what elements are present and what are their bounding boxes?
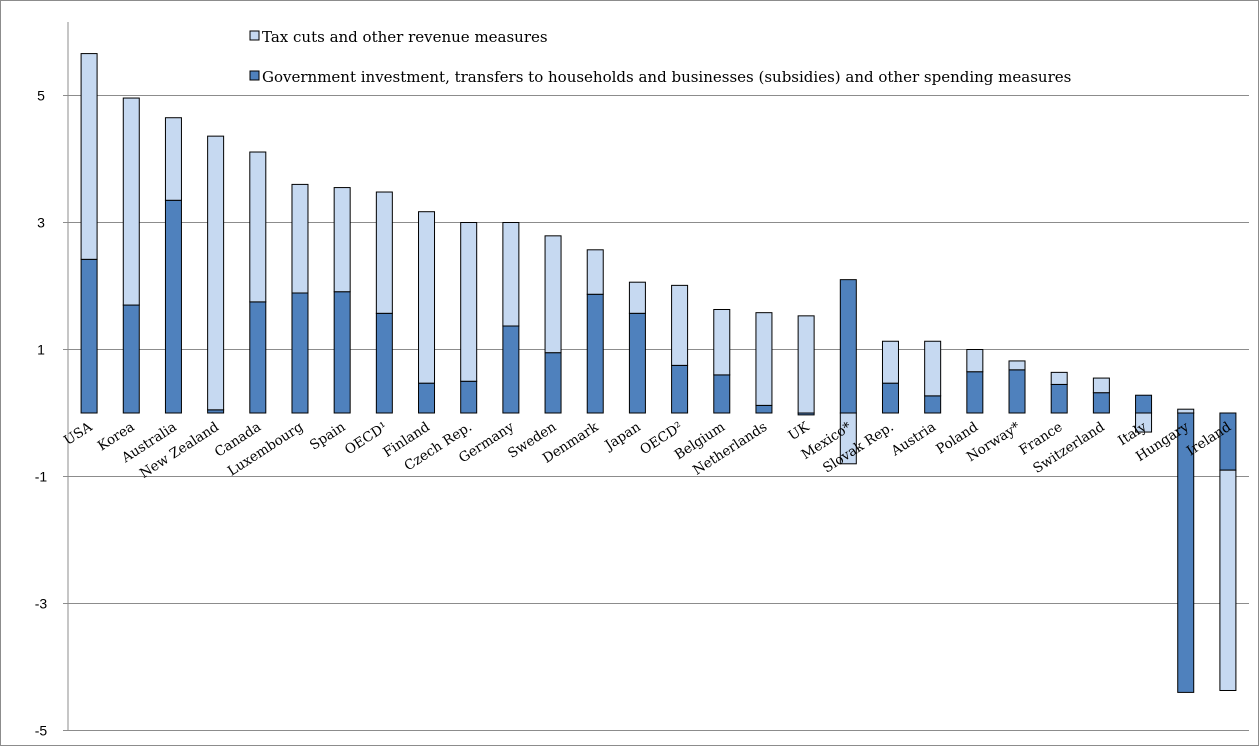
bar-spending [924,395,942,414]
bar-tax [628,281,646,314]
bar-spending [80,258,98,414]
bar-tax [291,183,309,294]
legend: Tax cuts and other revenue measures Gover… [249,28,1071,86]
category-label-spain: Spain [307,419,349,454]
bar-spending [502,325,520,414]
bar-spending [755,404,773,414]
bar-tax [755,312,773,406]
bar-tax [418,211,436,384]
bar-tax [375,191,393,314]
bar-spending [249,301,267,414]
bar-tax [207,135,225,411]
category-label-austria: Austria [888,419,939,460]
bar-spending [164,199,182,414]
bar-tax [544,235,562,354]
category-label-usa: USA [61,419,95,449]
bar-tax [797,315,815,414]
y-tick-label: -3 [35,596,48,612]
bar-spending [418,382,436,414]
bar-spending [333,291,351,414]
bar-tax [1135,412,1153,433]
bar-spending [671,364,689,414]
bar-tax [881,340,899,384]
category-label-uk: UK [786,418,813,444]
bar-spending [1135,394,1153,414]
axes [63,22,69,731]
gridlines [68,95,1249,731]
legend-label-tax: Tax cuts and other revenue measures [262,28,548,46]
bar-spending [1050,383,1068,414]
bar-spending [881,382,899,414]
bar-spending [544,352,562,414]
bar-tax [502,222,520,327]
bar-tax [80,53,98,260]
bar-spending [1092,392,1110,414]
y-tick-label: -5 [35,723,48,739]
bar-tax [966,349,984,373]
bar-tax [924,340,942,397]
bar-tax [586,249,604,295]
bar-tax [671,284,689,366]
bar-tax [249,151,267,303]
bar-spending [375,312,393,414]
bar-tax [713,308,731,376]
bar-tax [1219,469,1237,691]
y-tick-label: 1 [37,342,45,358]
bar-tax [164,117,182,201]
bar-tax [1050,371,1068,385]
bar-spending [291,292,309,414]
bars [80,53,1237,693]
bar-spending [1008,369,1026,414]
bar-tax [460,222,478,382]
bar-spending [966,371,984,414]
bar-spending [122,304,140,414]
bar-tax [839,412,857,465]
category-label-japan: Japan [601,419,644,455]
bar-tax [1177,408,1195,414]
legend-swatch-spending [249,70,260,81]
y-tick-label: 3 [37,215,45,231]
y-tick-label: 5 [37,88,45,104]
bar-tax [333,187,351,293]
legend-label-spending: Government investment, transfers to hous… [262,68,1071,86]
y-tick-label: -1 [35,469,48,485]
bar-tax [1092,377,1110,394]
bar-tax [122,97,140,306]
bar-spending [713,374,731,414]
bar-tax [1008,360,1026,371]
bar-spending [586,293,604,414]
legend-swatch-tax [249,30,260,41]
bar-spending [460,380,478,414]
bar-spending [839,279,857,414]
bar-spending [628,312,646,414]
